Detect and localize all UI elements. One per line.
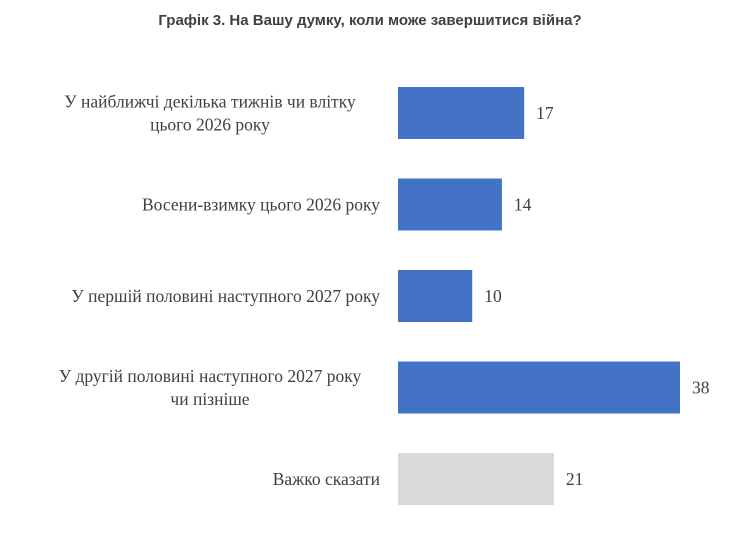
chart-title: Графік 3. На Вашу думку, коли може завер… bbox=[158, 12, 582, 29]
category-label-3: У другій половині наступного 2027 року чи… bbox=[59, 366, 362, 409]
value-label-4: 21 bbox=[566, 469, 584, 489]
value-label-2: 10 bbox=[484, 286, 502, 306]
bar-4 bbox=[398, 453, 554, 505]
bar-1 bbox=[398, 178, 502, 231]
category-label-1: Восени-взимку цього 2026 року bbox=[142, 195, 380, 215]
bar-0 bbox=[398, 87, 525, 139]
value-label-1: 14 bbox=[514, 195, 532, 215]
category-label-2: У першій половині наступного 2027 року bbox=[71, 286, 380, 306]
bar-3 bbox=[398, 361, 680, 414]
category-label-4: Важко сказати bbox=[273, 469, 380, 489]
bar-2 bbox=[398, 270, 473, 322]
category-label-0: У найближчі декілька тижнів чи влітку цьо… bbox=[64, 92, 356, 135]
value-label-3: 38 bbox=[692, 378, 710, 398]
value-label-0: 17 bbox=[536, 103, 554, 123]
